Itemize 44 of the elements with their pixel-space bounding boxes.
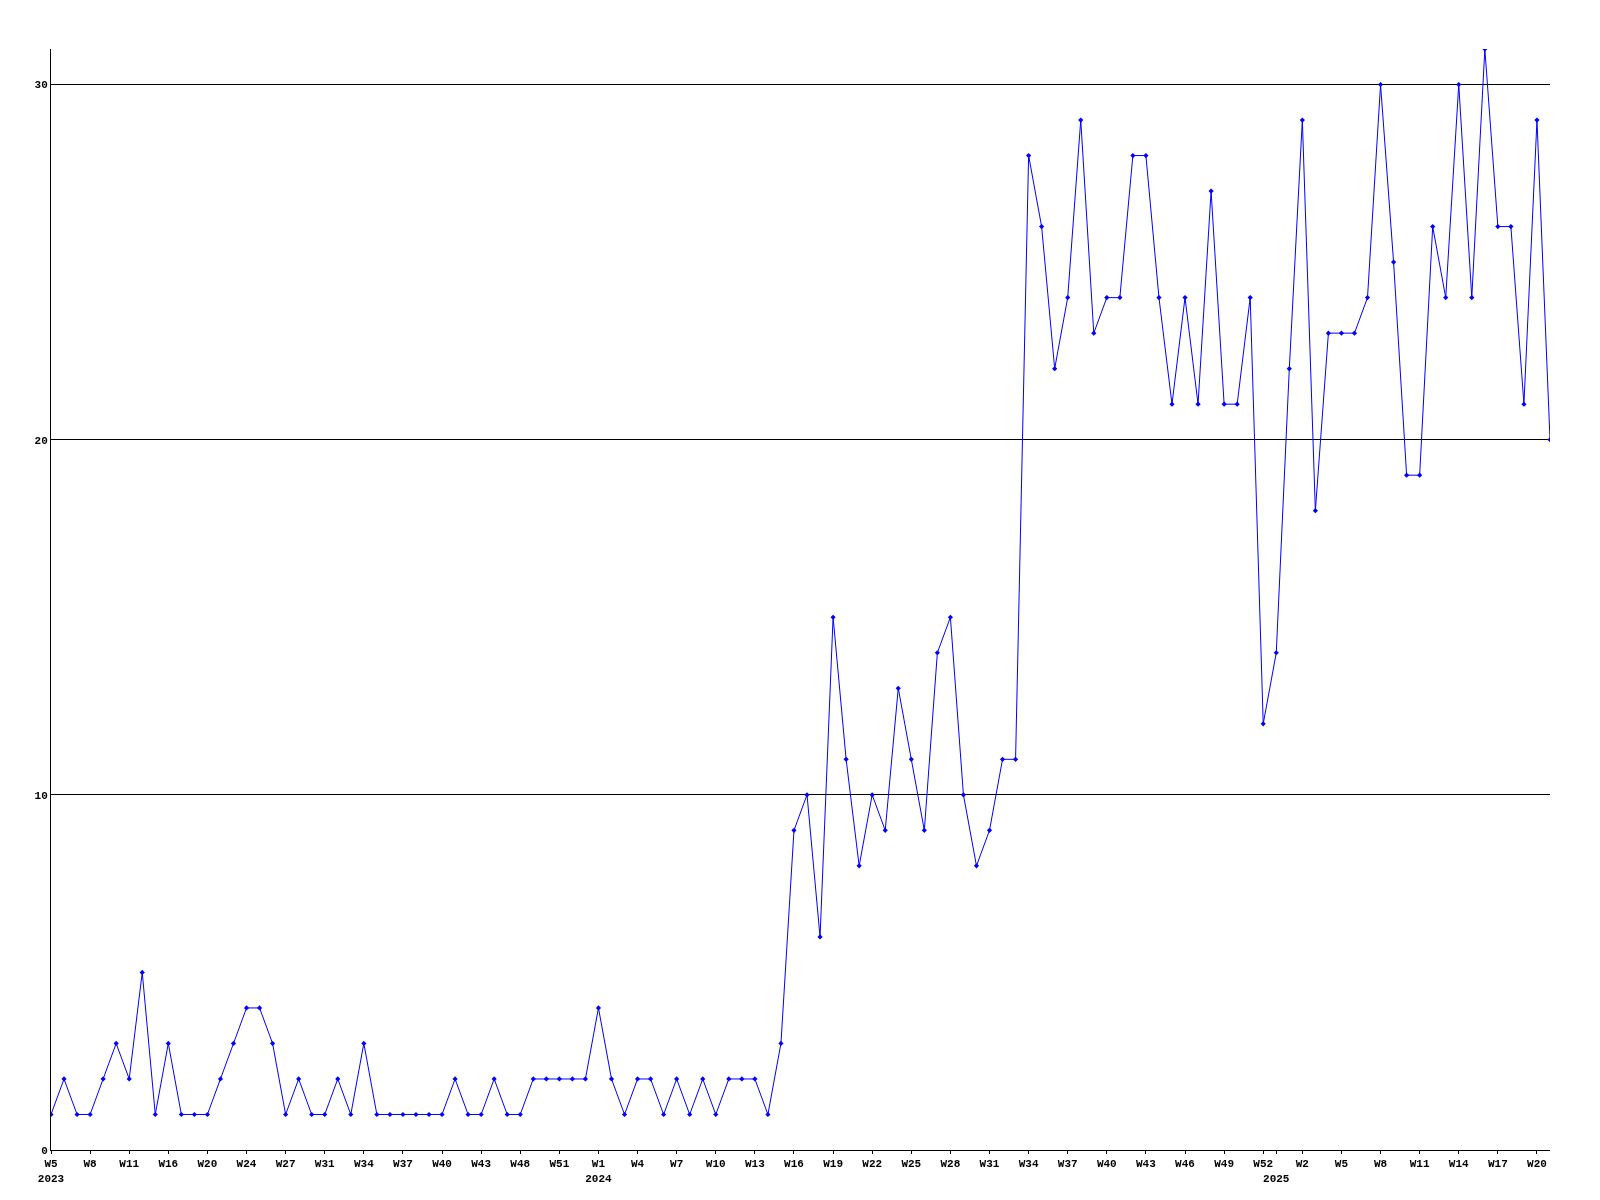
x-tick-label: 2025 bbox=[1263, 1172, 1290, 1185]
x-tick-label: W48 bbox=[510, 1158, 531, 1171]
x-tick-label: W43 bbox=[471, 1158, 492, 1171]
x-tick-label: W5 2023 bbox=[37, 1158, 65, 1185]
x-tick-label: W28 bbox=[940, 1158, 961, 1171]
x-tick-label: W16 bbox=[158, 1158, 179, 1171]
x-tick-label: W20 bbox=[1527, 1158, 1547, 1171]
x-tick-label: W11 bbox=[119, 1158, 140, 1171]
x-tick-label: W51 bbox=[549, 1158, 570, 1171]
x-tick-label: W20 bbox=[197, 1158, 218, 1171]
x-tick-label: W25 bbox=[901, 1158, 922, 1171]
x-tick-label: W22 bbox=[862, 1158, 883, 1171]
x-tick-label: W2 bbox=[1295, 1158, 1309, 1171]
x-tick-label: W52 bbox=[1253, 1158, 1274, 1171]
x-tick-label: W37 bbox=[393, 1158, 413, 1171]
x-tick-label: W17 bbox=[1487, 1158, 1508, 1171]
x-tick-label: W8 bbox=[1373, 1158, 1388, 1171]
x-tick-label: W40 bbox=[432, 1158, 452, 1171]
x-tick-label: W19 bbox=[823, 1158, 843, 1171]
x-tick-label: W34 bbox=[1018, 1158, 1039, 1171]
x-tick-label: W14 bbox=[1448, 1158, 1470, 1171]
x-tick-label: W31 bbox=[979, 1158, 1000, 1171]
x-tick-label: W43 bbox=[1136, 1158, 1157, 1171]
x-tick-label: W7 bbox=[670, 1158, 684, 1171]
x-tick-label: W4 bbox=[630, 1158, 645, 1171]
x-tick-label: W1 2024 bbox=[585, 1158, 613, 1185]
x-tick-label: W16 bbox=[784, 1158, 804, 1171]
y-tick-label: 20 bbox=[34, 434, 48, 447]
x-tick-label: W40 bbox=[1096, 1158, 1117, 1171]
x-tick-label: W34 bbox=[353, 1158, 375, 1171]
x-tick-label: W5 bbox=[1334, 1158, 1349, 1171]
x-tick-label: W11 bbox=[1409, 1158, 1430, 1171]
x-tick-label: W49 bbox=[1214, 1158, 1235, 1171]
x-tick-label: W31 bbox=[314, 1158, 336, 1171]
x-tick-label: W37 bbox=[1057, 1158, 1078, 1171]
x-tick-label: W13 bbox=[744, 1158, 766, 1171]
y-tick-label: 0 bbox=[41, 1144, 48, 1157]
x-tick-label: W46 bbox=[1175, 1158, 1195, 1171]
y-tick-label: 10 bbox=[34, 789, 48, 802]
y-tick-label: 30 bbox=[34, 79, 48, 92]
x-tick-label: W27 bbox=[275, 1158, 296, 1171]
x-tick-label: W24 bbox=[236, 1158, 257, 1171]
x-tick-label: W10 bbox=[705, 1158, 726, 1171]
x-tick-label: W8 bbox=[83, 1158, 98, 1171]
